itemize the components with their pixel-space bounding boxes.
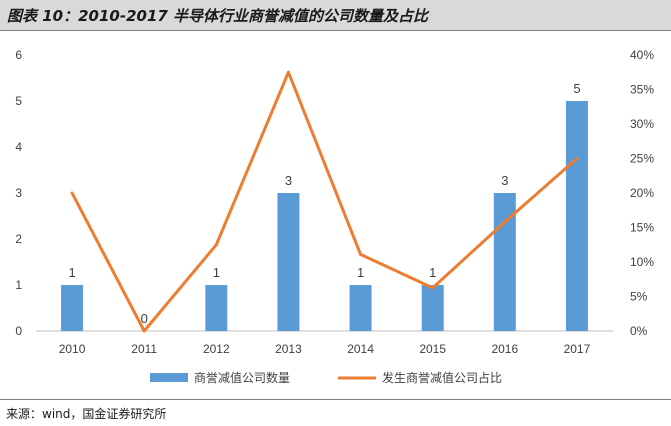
bar xyxy=(421,285,444,331)
line-series xyxy=(70,70,578,333)
y2-tick-label: 0% xyxy=(630,324,648,338)
line-point xyxy=(431,286,435,290)
y2-tick-label: 20% xyxy=(630,186,654,200)
bar-data-label: 1 xyxy=(213,265,220,280)
y2-tick-label: 10% xyxy=(630,255,654,269)
line-point xyxy=(70,191,74,195)
bar-data-label: 5 xyxy=(573,81,580,96)
x-tick-label: 2016 xyxy=(491,342,518,356)
bar xyxy=(349,285,372,331)
x-tick-label: 2015 xyxy=(419,342,446,356)
bar-data-label: 3 xyxy=(501,173,508,188)
x-tick-label: 2013 xyxy=(275,342,302,356)
bar xyxy=(565,101,588,331)
bar-data-label: 1 xyxy=(429,265,436,280)
bar-data-label: 1 xyxy=(357,265,364,280)
title-bar: 图表 10：2010-2017 半导体行业商誉减值的公司数量及占比 xyxy=(0,0,671,31)
y-tick-label: 4 xyxy=(15,140,22,154)
y2-tick-label: 15% xyxy=(630,221,654,235)
bar xyxy=(277,193,300,331)
legend-label-bar: 商誉减值公司数量 xyxy=(194,370,290,385)
y2-tick-label: 5% xyxy=(630,290,648,304)
x-tick-label: 2017 xyxy=(564,342,591,356)
y2-tick-label: 35% xyxy=(630,83,654,97)
y-tick-label: 0 xyxy=(15,324,22,338)
y-tick-label: 3 xyxy=(15,186,22,200)
legend-label-line: 发生商誉减值公司占比 xyxy=(382,370,502,385)
x-tick-label: 2012 xyxy=(203,342,230,356)
line-point xyxy=(214,243,218,247)
y-tick-label: 6 xyxy=(15,48,22,62)
y2-tick-label: 30% xyxy=(630,117,654,131)
x-tick-label: 2011 xyxy=(131,342,157,356)
x-tick-label: 2010 xyxy=(59,342,86,356)
bar xyxy=(61,285,84,331)
bar-data-label: 3 xyxy=(285,173,292,188)
line-point xyxy=(359,252,363,256)
line-point xyxy=(575,157,579,160)
chart-area: 0 1 2 3 4 5 6 0% 5% 10% 15% 20% 25% 30% 35% 40% 1 2010 0 20… xyxy=(0,31,671,399)
source-divider xyxy=(0,399,671,400)
y-tick-label: 1 xyxy=(15,278,22,292)
combo-chart: 0 1 2 3 4 5 6 0% 5% 10% 15% 20% 25% 30% 35% 40% 1 2010 0 20… xyxy=(15,48,654,385)
y-tick-label: 2 xyxy=(15,232,22,246)
line-point xyxy=(503,220,507,224)
bar xyxy=(205,285,228,331)
y2-tick-label: 40% xyxy=(630,48,654,62)
bar-data-label: 0 xyxy=(141,311,148,326)
chart-title: 图表 10：2010-2017 半导体行业商誉减值的公司数量及占比 xyxy=(7,7,429,25)
source-note: 来源：wind，国金证券研究所 xyxy=(6,407,167,421)
bar-data-label: 1 xyxy=(68,265,75,280)
y-tick-label: 5 xyxy=(15,94,22,108)
line-point xyxy=(142,329,146,333)
y2-tick-label: 25% xyxy=(630,152,654,166)
line-point xyxy=(286,70,290,74)
x-tick-label: 2014 xyxy=(347,342,374,356)
legend-swatch-bar xyxy=(150,373,188,382)
